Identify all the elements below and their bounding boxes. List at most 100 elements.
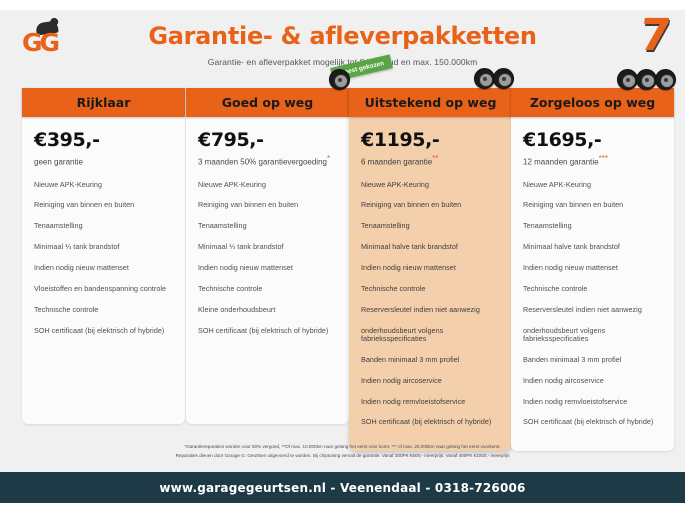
footer-contact-bar: www.garagegeurtsen.nl - Veenendaal - 031… [0,472,685,503]
feature-item: Vloeistoffen en bandenspanning controle [34,283,167,293]
footer-contact-text: www.garagegeurtsen.nl - Veenendaal - 031… [159,480,526,495]
feature-item: Technische controle [361,283,426,293]
package-header: Goed op weg [186,69,350,117]
package-body: €1695,- 12 maanden garantie*** Nieuwe APK-… [511,117,674,451]
package-header: Rijklaar [22,88,185,117]
tire-icon [617,69,638,90]
tire-icon [474,68,495,89]
package-guarantee-text: 3 maanden 50% garantievergoeding [198,157,327,167]
feature-item: Nieuwe APK-Keuring [198,179,267,189]
package-price: €1195,- [361,129,440,151]
feature-item: Nieuwe APK-Keuring [361,179,430,189]
logo-text: GG [22,28,60,57]
package-body: €1195,- 6 maanden garantie** Nieuwe APK-Ke… [349,117,512,451]
feature-item: Banden minimaal 3 mm profiel [523,354,622,364]
feature-item: Indien nodig remvloeistofservice [523,396,628,406]
package-guarantee-text: geen garantie [34,157,83,167]
package-guarantee-text: 12 maanden garantie [523,157,599,167]
feature-item: Technische controle [34,304,99,314]
page-title: Garantie- & afleverpakketten [148,22,537,50]
package-guarantee-marker: *** [598,153,608,163]
package-columns: Rijklaar €395,- geen garantie Nieuwe APK-Ke… [0,54,685,452]
package-body: €795,- 3 maanden 50% garantievergoeding* N… [186,117,349,360]
tire-icon [493,68,514,89]
feature-item: Kleine onderhoudsbeurt [198,304,276,314]
feature-item: Minimaal ¼ tank brandstof [34,242,120,252]
package-guarantee: geen garantie [34,154,173,167]
feature-item: Banden minimaal 3 mm profiel [361,354,460,364]
footnote: *Garantiereparaties worden voor 50% verg… [0,443,685,461]
tire-rating-1 [329,69,350,90]
package-column-3[interactable]: Uitstekend op weg Meest gekozen €1195,- 6 m… [330,54,514,452]
page-subtitle: Garantie- en afleverpakket mogelijk tot … [207,57,478,67]
feature-item: onderhoudsbeurt volgens fabrieksspecific… [361,325,444,343]
package-guarantee: 12 maanden garantie*** [523,154,662,167]
package-price: €795,- [198,129,264,151]
footnote-line-1: *Garantiereparaties worden voor 50% verg… [184,444,501,449]
package-price: €395,- [34,129,100,151]
feature-list: Nieuwe APK-Keuring Reiniging van binnen e… [523,179,662,440]
feature-item: Tenaamstelling [34,221,83,231]
feature-list: Nieuwe APK-Keuring Reiniging van binnen e… [361,179,500,440]
top-white-band [0,0,685,10]
feature-item: Indien nodig aircoservice [361,375,442,385]
feature-item: Reiniging van binnen en buiten [198,200,299,210]
feature-item: Reserversleutel indien niet aanwezig [523,304,642,314]
package-card[interactable]: Rijklaar €395,- geen garantie Nieuwe APK-Ke… [22,88,185,424]
package-name: Rijklaar [76,95,131,110]
feature-item: Reiniging van binnen en buiten [34,200,135,210]
feature-item: Minimaal halve tank brandstof [361,242,458,252]
package-column-4[interactable]: Zorgeloos op weg €1695,- 12 maanden garant… [511,69,676,452]
package-header: Zorgeloos op weg [511,69,676,117]
package-name: Uitstekend op weg [364,95,497,110]
feature-item: SOH certificaat (bij elektrisch of hybri… [34,325,165,335]
feature-item: Indien nodig nieuw mattenset [361,263,456,273]
feature-item: Reserversleutel indien niet aanwezig [361,304,480,314]
package-guarantee-text: 6 maanden garantie [361,157,433,167]
package-guarantee: 6 maanden garantie** [361,154,500,167]
feature-item: Reiniging van binnen en buiten [523,200,624,210]
feature-item: Indien nodig nieuw mattenset [523,263,618,273]
package-column-2[interactable]: Goed op weg €795,- 3 maanden 50% garantiev… [186,69,350,424]
feature-item: Nieuwe APK-Keuring [34,179,103,189]
feature-item: SOH certificaat (bij elektrisch of hybri… [198,325,329,335]
tire-icon [636,69,657,90]
package-name: Zorgeloos op weg [529,95,656,110]
feature-item: Minimaal halve tank brandstof [523,242,620,252]
package-body: €395,- geen garantie Nieuwe APK-Keuring Rei… [22,117,185,360]
feature-item: Technische controle [198,283,263,293]
garage-geurtsen-logo: GG [22,18,68,62]
feature-item: Indien nodig nieuw mattenset [34,263,129,273]
package-guarantee: 3 maanden 50% garantievergoeding* [198,154,337,167]
package-price: €1695,- [523,129,602,151]
footnote-line-2: Reparaties dienen door Garage G. Geurtse… [175,452,510,458]
package-card[interactable]: Zorgeloos op weg €1695,- 12 maanden garant… [511,69,676,452]
tire-rating-2 [474,68,514,89]
feature-list: Nieuwe APK-Keuring Reiniging van binnen e… [198,179,337,348]
feature-item: Technische controle [523,283,588,293]
package-card[interactable]: Goed op weg €795,- 3 maanden 50% garantiev… [186,69,350,424]
feature-item: Indien nodig aircoservice [523,375,604,385]
package-guarantee-marker: ** [432,153,439,163]
feature-item: Nieuwe APK-Keuring [523,179,592,189]
tire-icon [655,69,676,90]
package-column-1[interactable]: Rijklaar €395,- geen garantie Nieuwe APK-Ke… [22,88,185,424]
feature-item: Tenaamstelling [198,221,247,231]
feature-item: SOH certificaat (bij elektrisch of hybri… [361,417,492,427]
package-guarantee-marker: * [326,153,331,163]
feature-item: Reiniging van binnen en buiten [361,200,462,210]
feature-item: Tenaamstelling [361,221,410,231]
feature-list: Nieuwe APK-Keuring Reiniging van binnen e… [34,179,173,348]
feature-item: Indien nodig remvloeistofservice [361,396,466,406]
feature-item: SOH certificaat (bij elektrisch of hybri… [523,417,654,427]
feature-item: onderhoudsbeurt volgens fabrieksspecific… [523,325,606,343]
package-name: Goed op weg [221,95,314,110]
tire-rating-3 [617,69,676,90]
bottom-white-band [0,503,685,514]
package-card[interactable]: Uitstekend op weg Meest gekozen €1195,- 6 m… [330,54,514,452]
feature-item: Tenaamstelling [523,221,572,231]
feature-item: Indien nodig nieuw mattenset [198,263,293,273]
feature-item: Minimaal ¼ tank brandstof [198,242,284,252]
tire-icon [329,69,350,90]
